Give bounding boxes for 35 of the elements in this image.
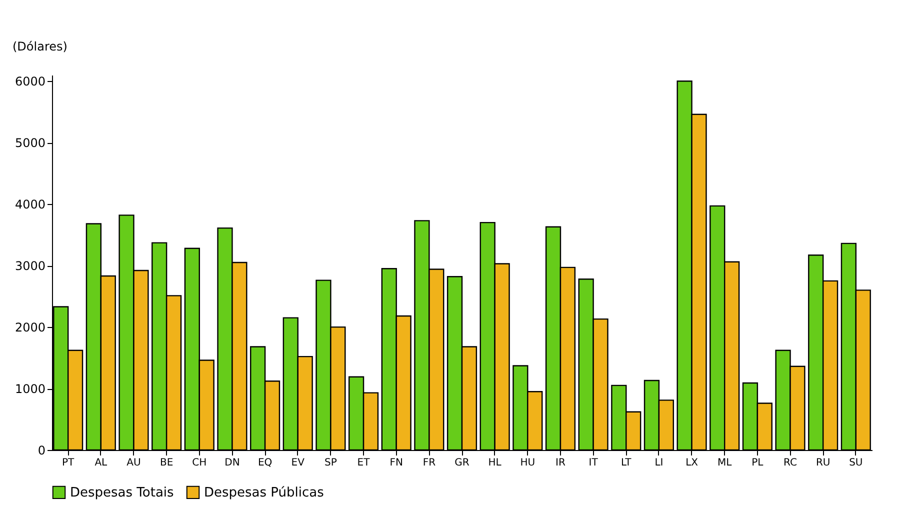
x-tick-label: CH (192, 458, 207, 468)
x-tick-label: FR (422, 458, 436, 468)
x-tick-label: PT (62, 458, 76, 468)
y-tick-label: 1000 (14, 382, 46, 396)
x-tick-label: BE (160, 458, 174, 468)
y-tick-label: 6000 (14, 74, 46, 89)
x-tick-label: DN (224, 458, 240, 468)
legend-label: Despesas Totais (70, 485, 174, 500)
x-tick-label: EQ (258, 458, 272, 468)
x-tick-label: AL (94, 458, 108, 468)
x-tick-label: PL (752, 458, 764, 468)
x-tick-label: AU (126, 458, 141, 468)
x-tick-label: HU (520, 458, 536, 468)
x-tick-label: RC (784, 458, 797, 468)
x-tick-label: GR (454, 458, 470, 468)
x-tick-label: EV (291, 458, 305, 468)
y-tick-label: 5000 (14, 136, 46, 150)
x-tick-label: LI (654, 458, 664, 468)
x-tick-label: HL (488, 458, 502, 468)
x-tick-label: FN (390, 458, 403, 468)
legend-label: Despesas Públicas (204, 485, 324, 500)
x-tick-label: IR (556, 458, 566, 468)
x-tick-label: IT (588, 458, 599, 468)
y-tick-label: 3000 (14, 259, 46, 274)
x-tick-label: SU (849, 458, 863, 468)
x-tick-label: ML (718, 458, 732, 468)
y-tick-label: 0 (38, 444, 46, 458)
y-axis-title: (Dólares) (12, 40, 68, 54)
x-tick-label: LX (686, 458, 698, 468)
x-tick-label: LT (620, 458, 632, 468)
x-tick-label: RU (816, 458, 830, 468)
x-tick-label: SP (324, 458, 337, 468)
x-tick-label: ET (357, 458, 371, 468)
y-tick-label: 4000 (14, 198, 46, 212)
y-tick-label: 2000 (14, 320, 46, 335)
